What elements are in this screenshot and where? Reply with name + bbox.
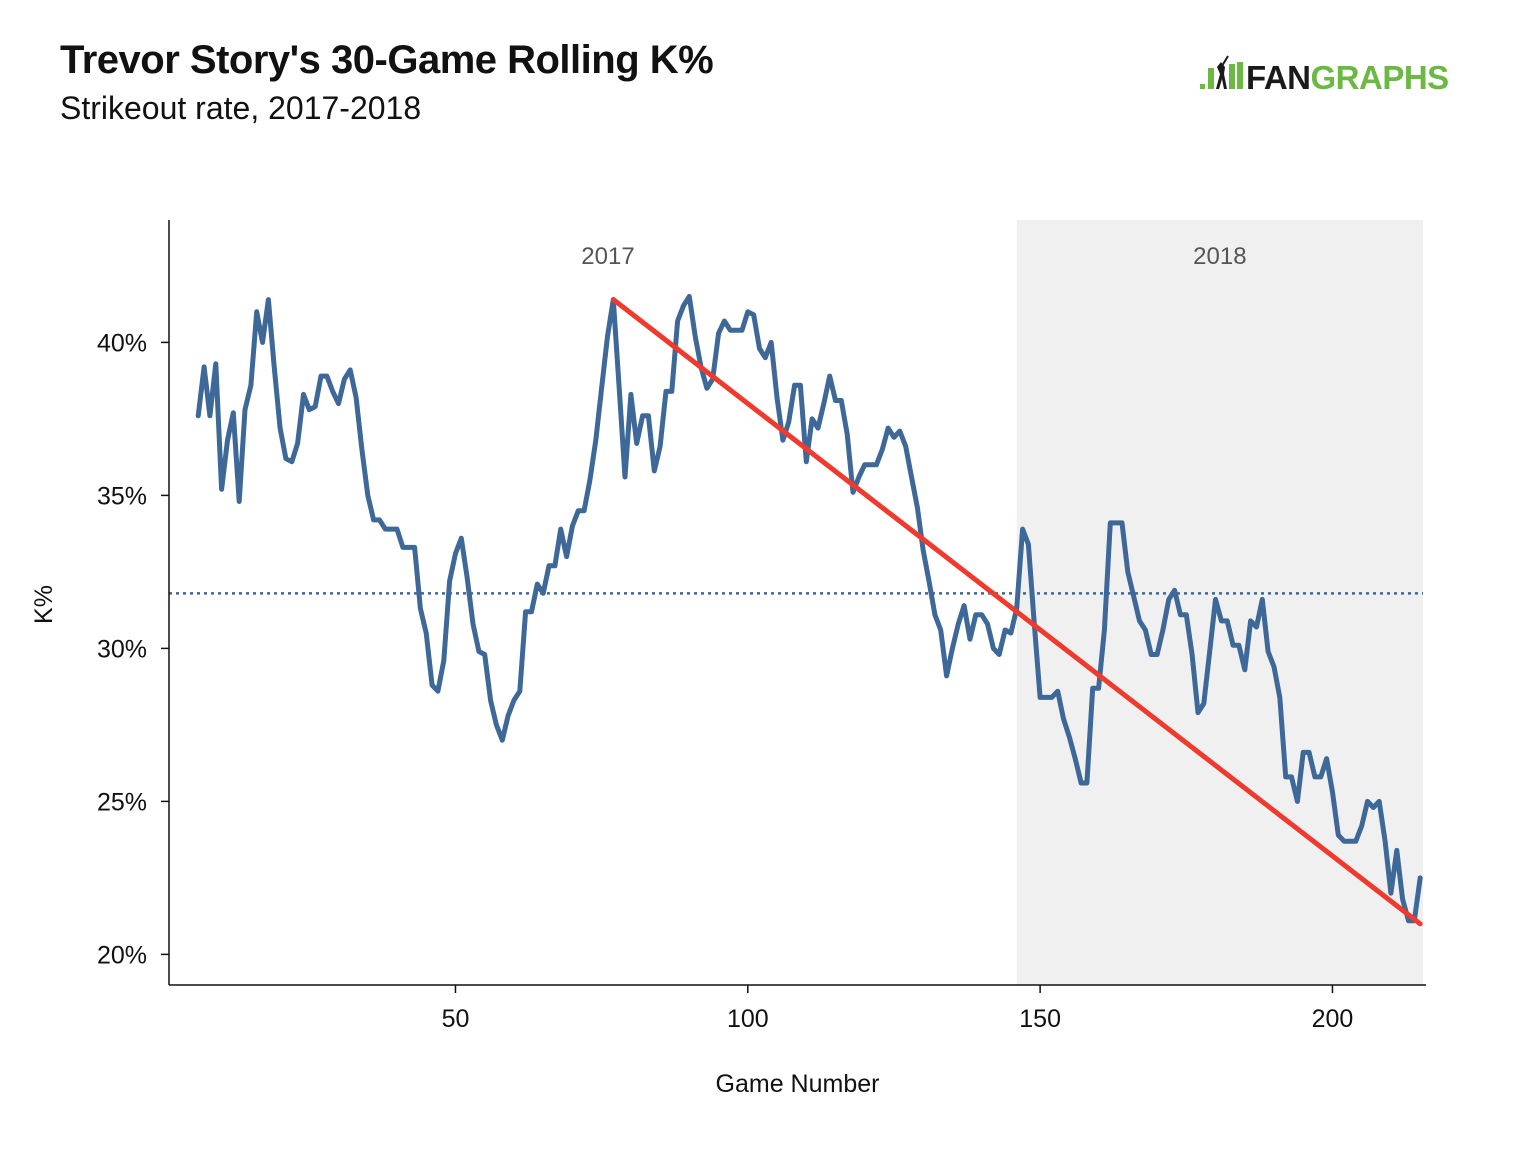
trend-line xyxy=(610,297,1423,927)
batter-silhouette-icon: FANGRAPHS xyxy=(1200,55,1449,96)
region-shade-2018 xyxy=(1016,220,1423,985)
x-tick-label: 150 xyxy=(1019,1005,1061,1033)
series-line-k-pct xyxy=(195,294,1423,924)
x-tick-label: 100 xyxy=(727,1005,769,1033)
y-tick-label: 35% xyxy=(97,482,147,510)
chart-title: Trevor Story's 30-Game Rolling K% xyxy=(60,38,714,82)
y-axis-title: K% xyxy=(30,585,58,624)
logo-text: FANGRAPHS xyxy=(1246,59,1449,96)
y-tick-label: 30% xyxy=(97,635,147,663)
x-axis-title: Game Number xyxy=(716,1070,880,1098)
region-label-2017: 2017 xyxy=(581,243,634,270)
region-label-2018: 2018 xyxy=(1193,243,1246,270)
x-tick-label: 50 xyxy=(442,1005,470,1033)
chart-subtitle: Strikeout rate, 2017-2018 xyxy=(60,90,422,126)
fangraphs-logo: FANGRAPHS xyxy=(1198,54,1474,102)
x-tick-label: 200 xyxy=(1312,1005,1354,1033)
y-tick-label: 40% xyxy=(97,329,147,357)
y-tick-label: 20% xyxy=(97,941,147,969)
y-tick-label: 25% xyxy=(97,788,147,816)
